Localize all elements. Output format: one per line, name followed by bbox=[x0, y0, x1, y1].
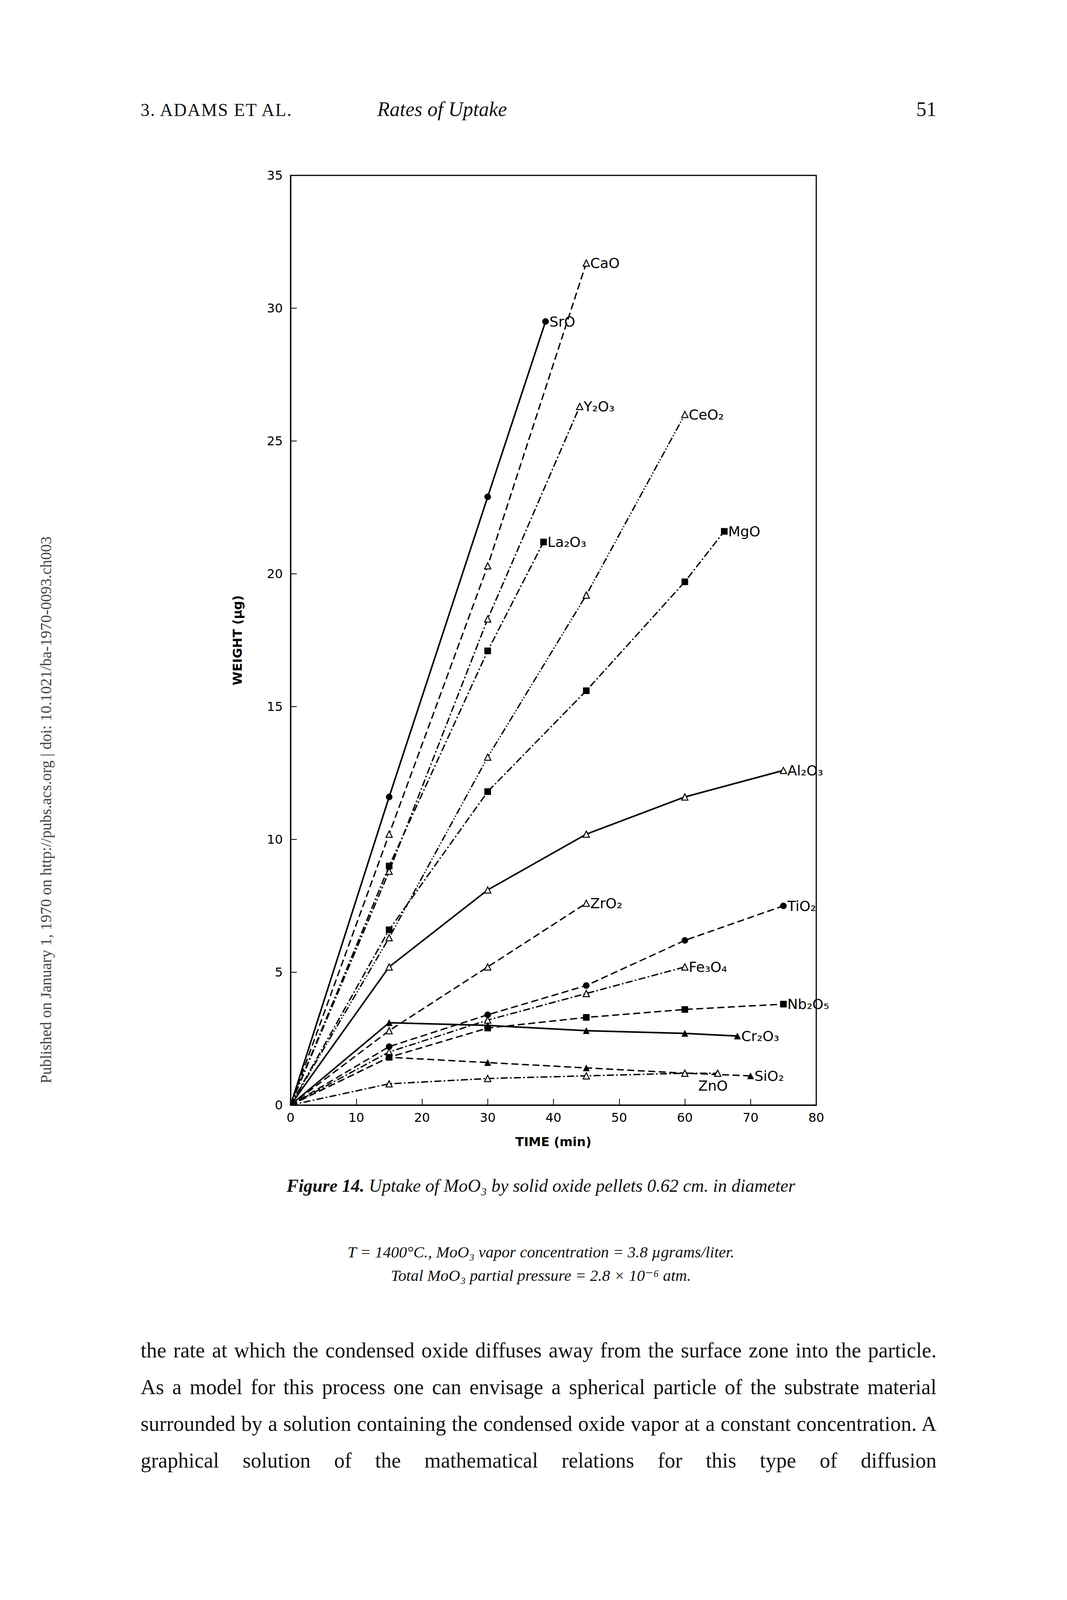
svg-text:Al₂O₃: Al₂O₃ bbox=[787, 762, 824, 779]
svg-text:La₂O₃: La₂O₃ bbox=[547, 533, 587, 550]
svg-text:5: 5 bbox=[274, 964, 283, 980]
svg-text:WEIGHT (µg): WEIGHT (µg) bbox=[230, 595, 245, 686]
html-text:T = 1400°C., MoO₃ vapor concen: T = 1400°C., MoO₃ vapor concentration = … bbox=[347, 1242, 735, 1261]
svg-text:60: 60 bbox=[676, 1109, 693, 1125]
svg-text:25: 25 bbox=[266, 433, 283, 449]
svg-text:MgO: MgO bbox=[727, 523, 761, 540]
svg-text:30: 30 bbox=[266, 300, 283, 316]
html-text:the rate at which the condense: the rate at which the condensed oxide di… bbox=[140, 1338, 937, 1473]
html-text:Figure 14. Uptake of MoO₃ by s: Figure 14. Uptake of MoO₃ by solid oxide… bbox=[286, 1175, 796, 1196]
svg-text:70: 70 bbox=[742, 1109, 759, 1125]
svg-text:SiO₂: SiO₂ bbox=[754, 1067, 785, 1084]
svg-text:ZnO: ZnO bbox=[698, 1077, 728, 1094]
html-text:3. ADAMS ET AL.: 3. ADAMS ET AL. bbox=[140, 99, 293, 120]
svg-text:SrO: SrO bbox=[549, 313, 576, 330]
svg-text:0: 0 bbox=[274, 1097, 283, 1113]
html-text:Rates of Uptake: Rates of Uptake bbox=[377, 98, 507, 121]
svg-text:10: 10 bbox=[348, 1109, 365, 1125]
html-text:51: 51 bbox=[916, 98, 937, 121]
svg-text:Y₂O₃: Y₂O₃ bbox=[583, 398, 615, 415]
svg-text:TiO₂: TiO₂ bbox=[786, 897, 817, 914]
svg-text:80: 80 bbox=[808, 1109, 825, 1125]
svg-text:Nb₂O₅: Nb₂O₅ bbox=[787, 995, 830, 1012]
svg-text:50: 50 bbox=[611, 1109, 628, 1125]
html-text:Published on January 1, 1970 o: Published on January 1, 1970 on http://p… bbox=[36, 536, 55, 1084]
svg-text:15: 15 bbox=[266, 699, 283, 714]
svg-text:40: 40 bbox=[545, 1109, 562, 1125]
svg-text:30: 30 bbox=[479, 1109, 496, 1125]
html-text:Total MoO₃ partial pressure =: Total MoO₃ partial pressure = 2.8 × 10⁻⁶… bbox=[390, 1266, 691, 1285]
svg-text:Cr₂O₃: Cr₂O₃ bbox=[741, 1027, 780, 1044]
svg-text:20: 20 bbox=[266, 566, 283, 582]
svg-text:20: 20 bbox=[413, 1109, 431, 1125]
svg-text:ZrO₂: ZrO₂ bbox=[590, 895, 623, 912]
svg-text:TIME (min): TIME (min) bbox=[515, 1134, 592, 1150]
svg-text:35: 35 bbox=[266, 167, 283, 183]
svg-text:CaO: CaO bbox=[590, 255, 620, 272]
svg-text:10: 10 bbox=[266, 831, 283, 847]
svg-text:CeO₂: CeO₂ bbox=[688, 406, 725, 423]
svg-text:0: 0 bbox=[286, 1109, 295, 1125]
svg-text:Fe₃O₄: Fe₃O₄ bbox=[688, 958, 728, 975]
